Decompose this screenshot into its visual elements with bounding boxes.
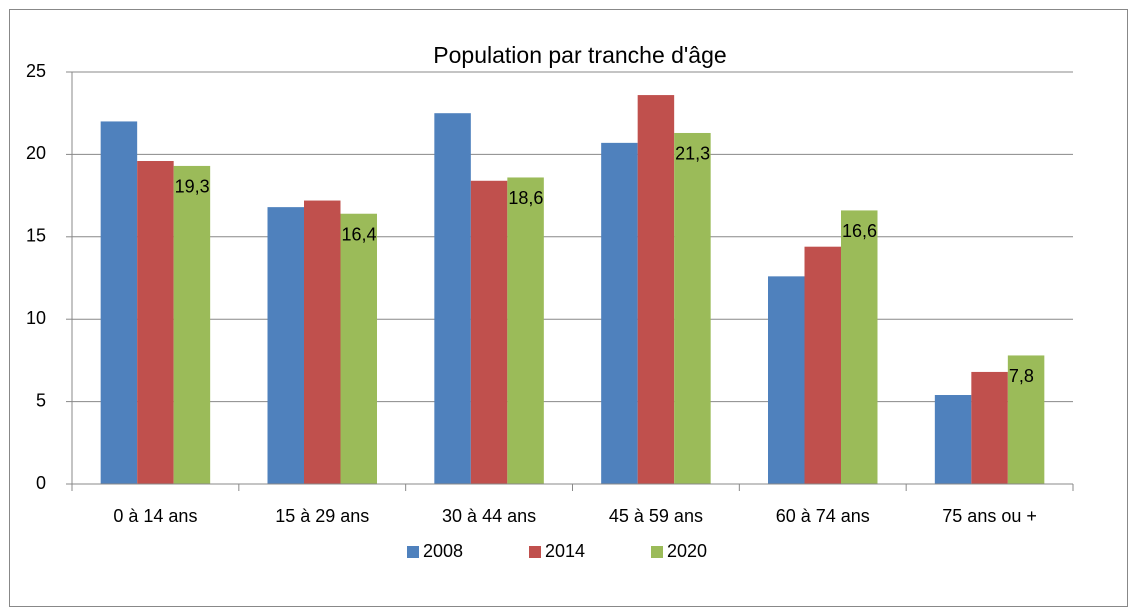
value-label: 16,6 [842,221,877,241]
x-tick-label: 75 ans ou + [942,506,1037,526]
x-tick-label: 15 à 29 ans [275,506,369,526]
bar [173,165,211,484]
bar [340,213,377,484]
bar [934,395,972,484]
legend-label: 2014 [545,541,585,561]
value-label: 19,3 [175,177,210,197]
bar [470,180,508,484]
bar [804,246,841,484]
bar [841,210,878,484]
chart-title: Population par tranche d'âge [433,42,726,68]
bar [100,121,138,484]
y-tick-label: 5 [36,390,46,410]
bar [434,113,471,484]
bar [674,132,711,484]
value-label: 21,3 [675,144,710,164]
bar [768,276,805,484]
legend-label: 2020 [667,541,707,561]
x-tick-label: 45 à 59 ans [609,506,703,526]
bar [507,177,544,485]
y-tick-label: 10 [26,308,46,328]
value-label: 16,4 [342,224,377,244]
value-label: 18,6 [508,188,543,208]
y-tick-label: 0 [36,473,46,493]
x-tick-label: 30 à 44 ans [442,506,536,526]
bar [971,371,1008,484]
bar [1007,355,1045,484]
bar [304,200,341,484]
bar [601,142,638,484]
x-tick-label: 60 à 74 ans [776,506,870,526]
legend-swatch [407,546,419,558]
value-label: 7,8 [1009,366,1034,386]
y-tick-label: 25 [26,61,46,81]
x-tick-label: 0 à 14 ans [113,506,197,526]
bar [137,160,174,484]
legend-swatch [529,546,541,558]
legend-swatch [651,546,663,558]
y-tick-label: 15 [26,226,46,246]
bar [267,207,304,485]
legend-label: 2008 [423,541,463,561]
bar [637,95,675,485]
y-tick-label: 20 [26,143,46,163]
